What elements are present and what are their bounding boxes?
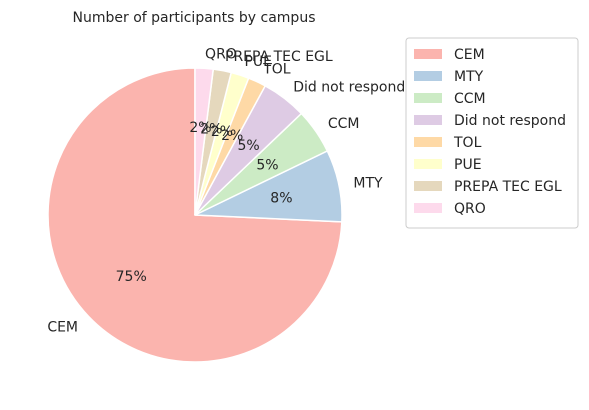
category-label-did-not-respond: Did not respond <box>293 80 405 96</box>
percent-label-prepa-tec-egl: 2% <box>200 121 222 137</box>
legend-label-ccm: CCM <box>454 91 486 107</box>
category-label-prepa-tec-egl: PREPA TEC EGL <box>225 49 333 65</box>
percent-label-ccm: 5% <box>256 158 278 174</box>
chart-title: Number of participants by campus <box>73 10 316 26</box>
percent-label-cem: 75% <box>116 269 147 285</box>
category-label-tol: TOL <box>262 61 291 77</box>
legend-label-prepa-tec-egl: PREPA TEC EGL <box>454 179 562 195</box>
legend-swatch-did-not-respond <box>414 115 442 125</box>
category-label-cem: CEM <box>47 320 78 336</box>
category-label-pue: PUE <box>244 54 272 70</box>
legend-frame <box>405 37 579 229</box>
legend-swatch-qro <box>414 203 442 213</box>
legend-label-mty: MTY <box>454 69 484 85</box>
pie-labels: CEM 75% MTY 8% CCM 5% Did not respond 5% TOL 2% PU… <box>47 47 405 336</box>
percent-label-pue: 2% <box>211 124 233 140</box>
pie-slices <box>47 67 343 363</box>
category-label-qro: QRO <box>205 47 237 63</box>
legend: CEM MTY CCM Did not respond TOL PUE PREPA TEC … <box>405 37 579 229</box>
percent-label-did-not-respond: 5% <box>237 138 259 154</box>
percent-label-tol: 2% <box>221 128 243 144</box>
pie-slice-qro <box>194 67 215 216</box>
legend-swatch-cem <box>414 49 442 59</box>
category-label-ccm: CCM <box>328 116 360 132</box>
legend-label-cem: CEM <box>454 47 485 63</box>
legend-swatch-tol <box>414 137 442 147</box>
legend-swatch-pue <box>414 159 442 169</box>
legend-label-qro: QRO <box>454 201 486 217</box>
legend-swatch-prepa-tec-egl <box>414 181 442 191</box>
legend-label-pue: PUE <box>454 157 482 173</box>
percent-label-mty: 8% <box>270 190 292 206</box>
legend-swatch-mty <box>414 71 442 81</box>
legend-label-tol: TOL <box>453 135 482 151</box>
category-label-mty: MTY <box>353 176 383 192</box>
percent-label-qro: 2% <box>189 120 211 136</box>
legend-label-did-not-respond: Did not respond <box>454 113 566 129</box>
legend-swatch-ccm <box>414 93 442 103</box>
